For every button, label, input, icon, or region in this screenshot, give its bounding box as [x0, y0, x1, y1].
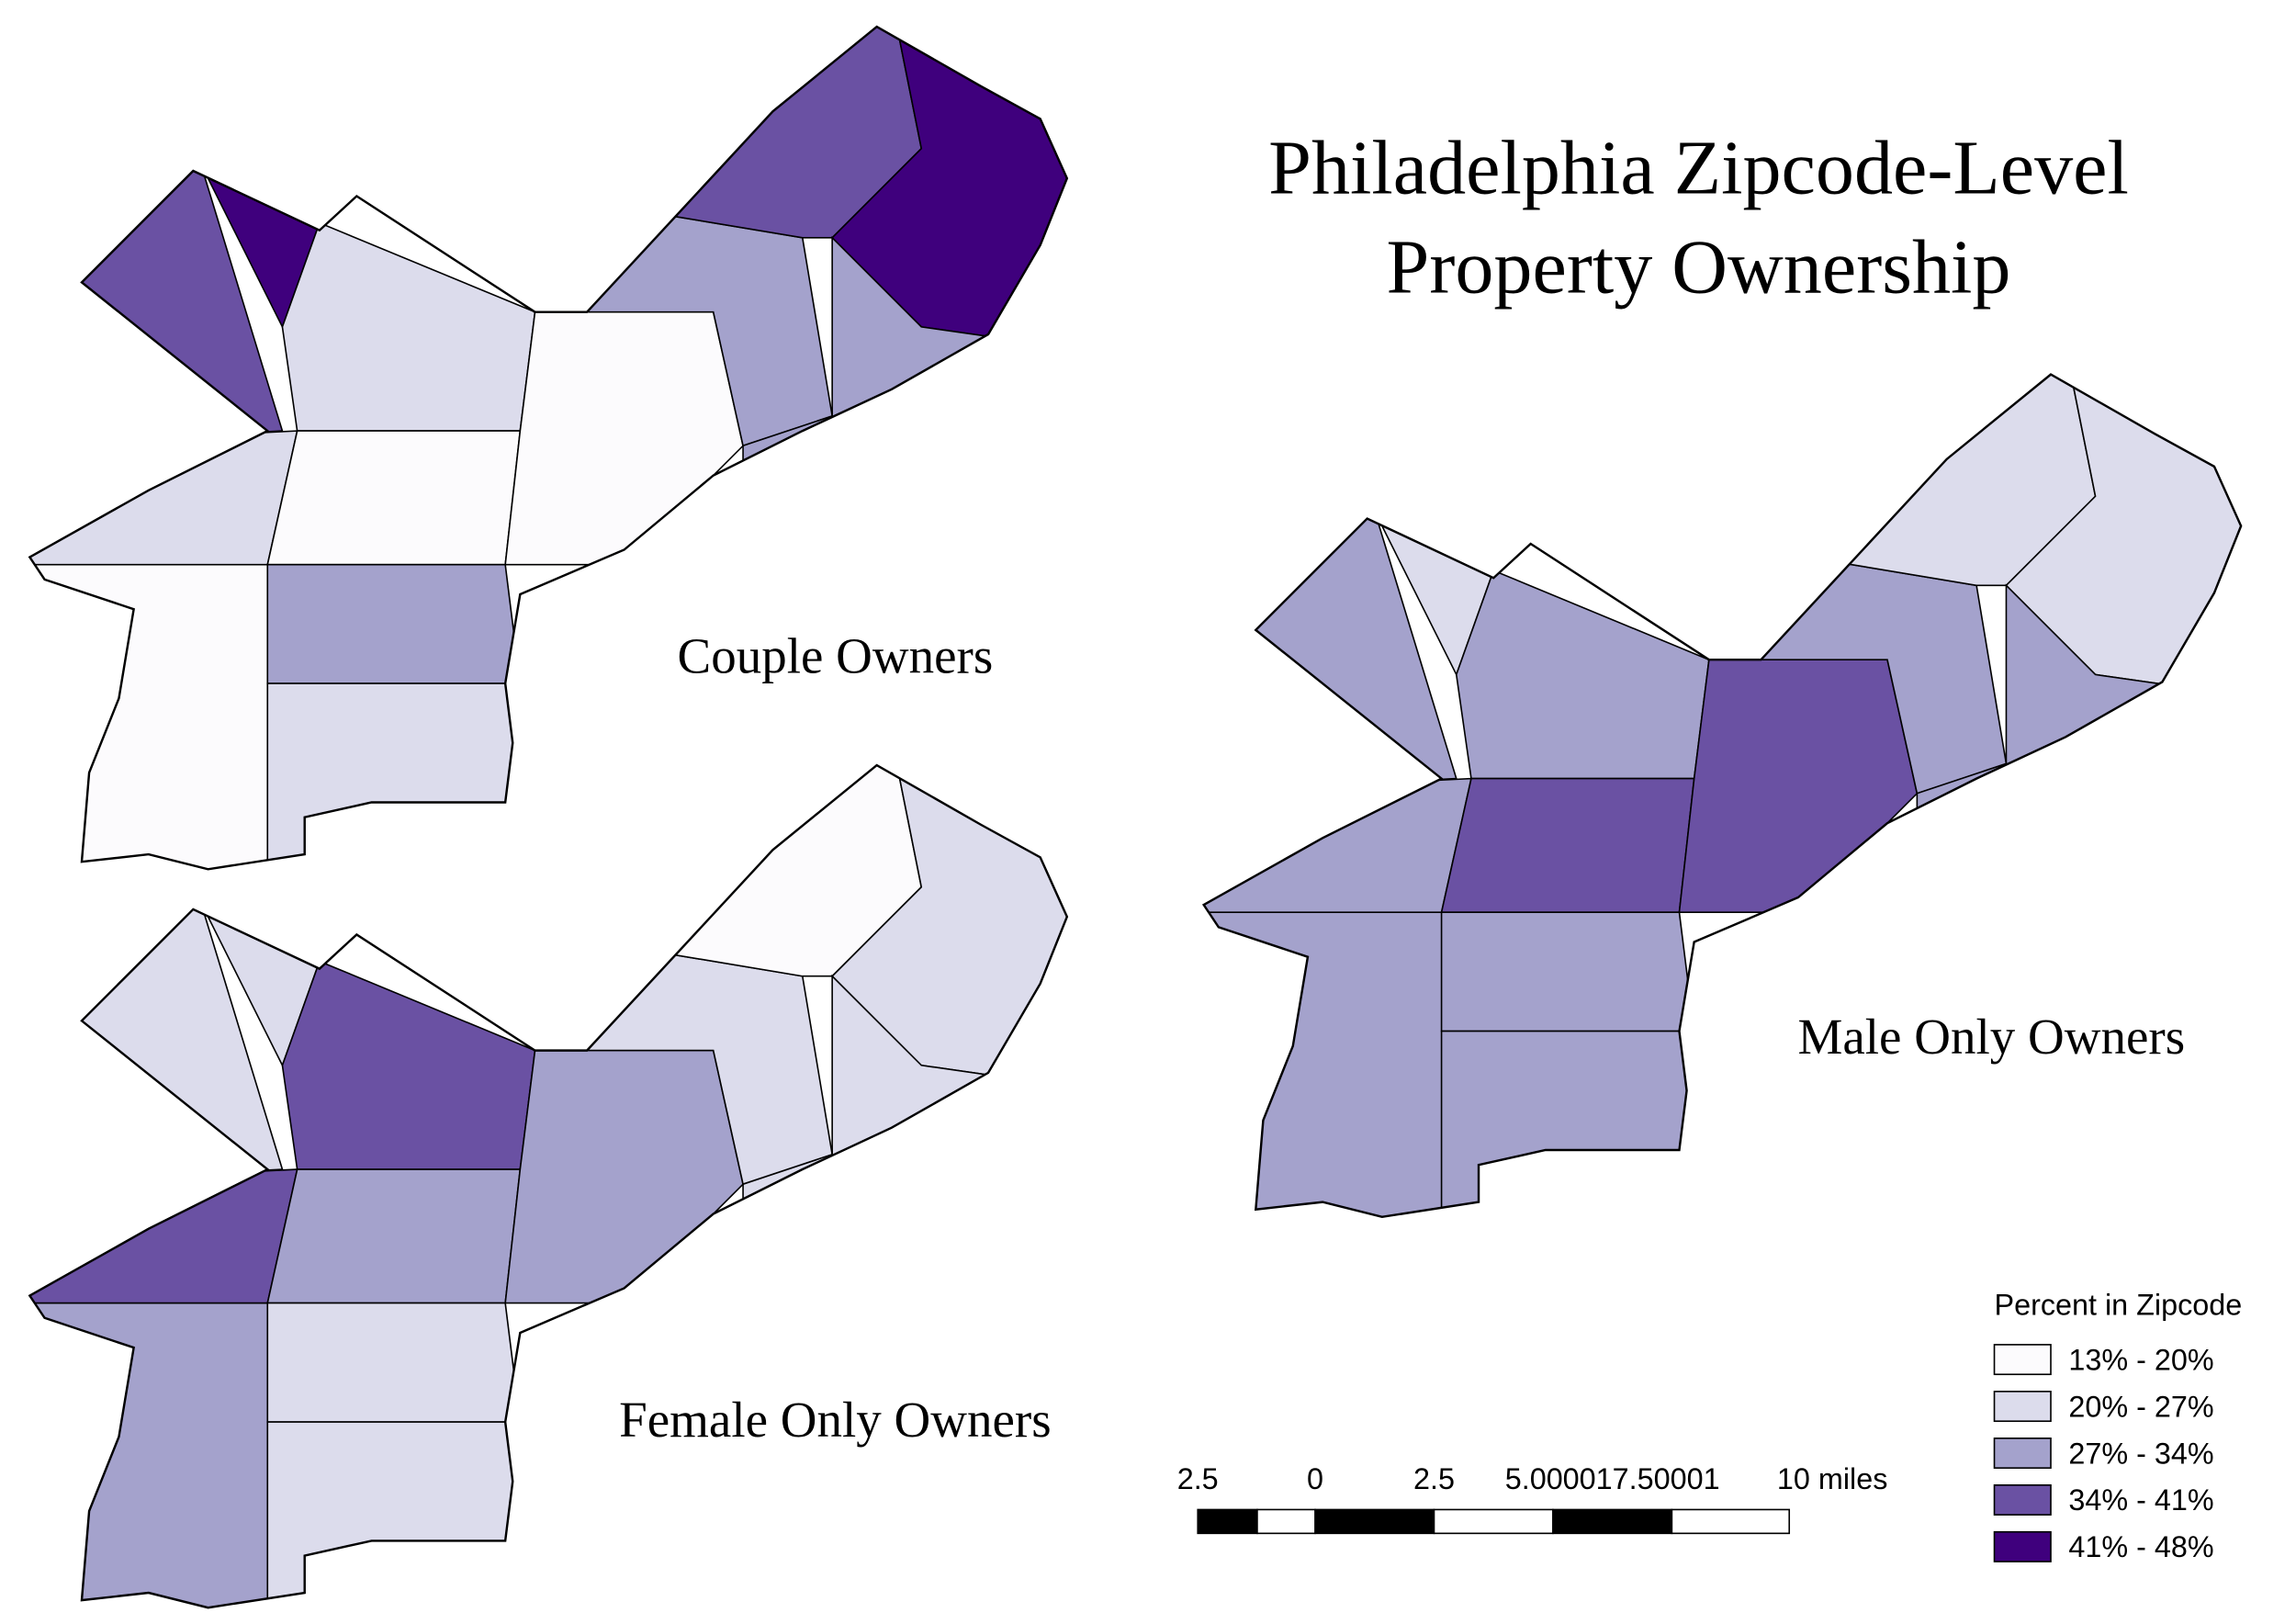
zip-areas	[1203, 374, 2242, 1217]
city-outline	[1201, 373, 2243, 1219]
scale-bar: 2.5 0 2.5 5.000017.50001 10 miles	[1177, 1462, 1887, 1535]
zip-area	[29, 430, 298, 566]
zip-area	[281, 960, 536, 1170]
legend-swatch	[1993, 1437, 2052, 1469]
zip-area	[504, 310, 744, 566]
zip-area	[266, 682, 536, 870]
zip-area	[266, 1168, 522, 1304]
zip-area	[266, 563, 522, 684]
zip-area	[29, 1168, 298, 1304]
zip-area	[1203, 777, 1472, 913]
legend-label: 41% - 48%	[2068, 1530, 2213, 1563]
zip-area	[1440, 777, 1695, 913]
title-line: Property Ownership	[1387, 225, 2011, 310]
legend: 13% - 20% 20% - 27% 27% - 34% 34% - 41% 41% …	[1993, 1343, 2214, 1563]
zip-area	[1440, 1030, 1710, 1217]
zip-areas	[29, 765, 1067, 1608]
scale-label: 2.5	[1413, 1462, 1455, 1495]
zip-area	[29, 1302, 313, 1608]
zip-area	[1455, 570, 1710, 780]
title-line: Philadelphia Zipcode-Level	[1268, 125, 2129, 210]
zip-area	[504, 1049, 744, 1304]
choropleth-map	[1203, 374, 2242, 1217]
zip-area	[1440, 911, 1695, 1032]
zip-area	[266, 430, 522, 566]
legend-swatch	[1993, 1483, 2052, 1516]
legend-swatch	[1993, 1530, 2052, 1562]
legend-label: 20% - 27%	[2068, 1390, 2213, 1423]
map-label: Couple Owners	[678, 628, 994, 684]
zip-area	[266, 1421, 536, 1608]
city-outline	[28, 763, 1069, 1609]
zip-area	[29, 563, 313, 870]
legend-label: 34% - 41%	[2068, 1483, 2213, 1517]
city-outline	[28, 25, 1069, 871]
zip-area	[1678, 659, 1919, 913]
scale-label: 10 miles	[1777, 1462, 1887, 1495]
choropleth-map	[29, 765, 1067, 1608]
legend-swatch	[1993, 1391, 2052, 1423]
scale-label: 2.5	[1177, 1462, 1219, 1495]
scale-label: 5.000017.50001	[1505, 1462, 1720, 1495]
zip-areas	[29, 27, 1067, 870]
zip-area	[266, 1302, 522, 1423]
zip-area	[1203, 911, 1488, 1217]
choropleth-map	[29, 27, 1067, 870]
legend-label: 27% - 34%	[2068, 1437, 2213, 1470]
legend-label: 13% - 20%	[2068, 1343, 2213, 1376]
legend-title: Percent in Zipcode	[1995, 1289, 2243, 1322]
legend-swatch	[1993, 1344, 2052, 1376]
scale-label: 0	[1307, 1462, 1323, 1495]
map-label: Male Only Owners	[1797, 1009, 2185, 1065]
map-label: Female Only Owners	[619, 1392, 1052, 1448]
zip-area	[281, 221, 536, 432]
